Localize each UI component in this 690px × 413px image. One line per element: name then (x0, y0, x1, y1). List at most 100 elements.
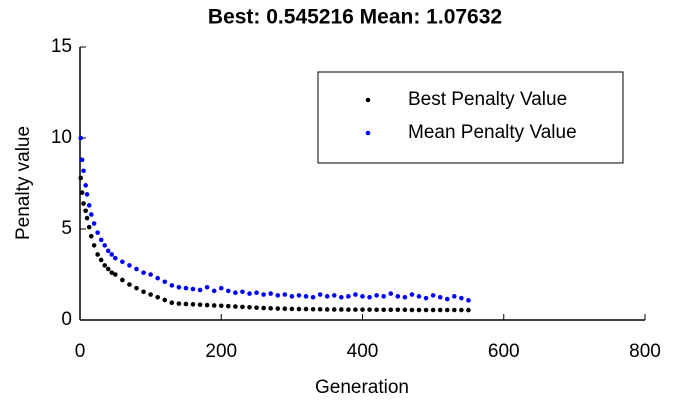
data-point (310, 294, 316, 300)
data-point (155, 294, 160, 300)
data-point (339, 294, 344, 300)
data-point (459, 307, 464, 313)
data-point (83, 183, 88, 188)
data-point (388, 307, 394, 313)
data-point (430, 293, 436, 298)
data-point (113, 272, 118, 277)
data-point (381, 307, 386, 313)
data-point (444, 307, 450, 313)
data-point (78, 175, 84, 181)
data-point (324, 294, 330, 299)
data-point (91, 221, 97, 226)
data-point (437, 294, 443, 300)
data-point (317, 292, 323, 297)
legend-label: Mean Penalty Value (408, 122, 577, 143)
data-point (402, 307, 408, 313)
data-point (289, 306, 295, 312)
data-point (240, 289, 245, 295)
data-point (275, 306, 281, 311)
legend-marker (365, 130, 371, 136)
data-point (98, 257, 104, 263)
data-point (409, 292, 415, 297)
data-point (353, 292, 358, 297)
data-point (141, 270, 146, 275)
data-point (268, 306, 273, 311)
legend-marker (365, 97, 371, 103)
data-point (89, 233, 94, 239)
data-point (395, 294, 401, 299)
data-point (310, 306, 316, 312)
x-tick-label: 0 (75, 341, 86, 362)
data-point (303, 306, 309, 312)
data-point (233, 304, 238, 309)
data-point (211, 288, 217, 294)
data-point (402, 294, 408, 300)
data-point (452, 294, 457, 299)
y-tick-label: 10 (51, 127, 72, 148)
data-point (148, 272, 153, 277)
data-point (105, 248, 111, 254)
data-point (83, 208, 88, 214)
data-point (190, 286, 196, 292)
data-point (134, 285, 139, 291)
data-point (95, 230, 100, 235)
data-point (416, 294, 422, 299)
chart-title: Best: 0.545216 Mean: 1.07632 (208, 6, 502, 29)
data-point (105, 266, 111, 272)
x-tick-label: 400 (347, 341, 379, 362)
data-point (120, 259, 125, 265)
data-point (346, 307, 351, 312)
data-point (162, 279, 168, 285)
x-tick-label: 800 (629, 341, 661, 362)
data-point (395, 307, 401, 313)
x-tick-label: 200 (205, 341, 237, 362)
data-point (91, 243, 97, 248)
data-point (360, 294, 365, 299)
data-point (247, 291, 252, 296)
data-point (79, 190, 85, 195)
data-point (89, 212, 94, 217)
data-point (81, 201, 86, 206)
y-tick-label: 15 (51, 36, 72, 57)
data-point (226, 303, 231, 309)
data-point (353, 307, 358, 312)
data-point (374, 307, 379, 313)
data-point (197, 302, 203, 308)
data-point (268, 291, 273, 296)
data-point (155, 275, 160, 281)
y-tick-label: 0 (61, 309, 72, 330)
data-point (367, 307, 372, 312)
data-point (247, 304, 252, 310)
data-point (183, 285, 189, 291)
data-point (84, 192, 90, 197)
data-point (162, 297, 168, 303)
data-point (381, 294, 386, 299)
data-point (261, 292, 266, 297)
data-point (317, 306, 323, 312)
data-point (324, 307, 330, 312)
data-point (169, 283, 175, 288)
data-point (289, 294, 295, 299)
data-point (240, 304, 245, 310)
data-point (452, 307, 457, 313)
data-point (204, 284, 210, 290)
data-point (79, 157, 85, 163)
data-point (367, 294, 372, 300)
data-point (466, 298, 471, 303)
data-point (346, 294, 351, 299)
data-point (78, 135, 84, 141)
data-point (296, 306, 302, 312)
data-point (190, 302, 196, 307)
data-point (127, 282, 132, 287)
data-point (254, 305, 259, 310)
data-point (169, 300, 175, 306)
data-point (134, 266, 139, 272)
data-point (409, 307, 415, 313)
data-point (423, 295, 429, 301)
data-point (331, 307, 337, 312)
data-point (282, 306, 288, 312)
data-point (360, 307, 365, 312)
data-point (113, 255, 118, 261)
data-point (374, 293, 379, 298)
x-tick-label: 600 (488, 341, 520, 362)
